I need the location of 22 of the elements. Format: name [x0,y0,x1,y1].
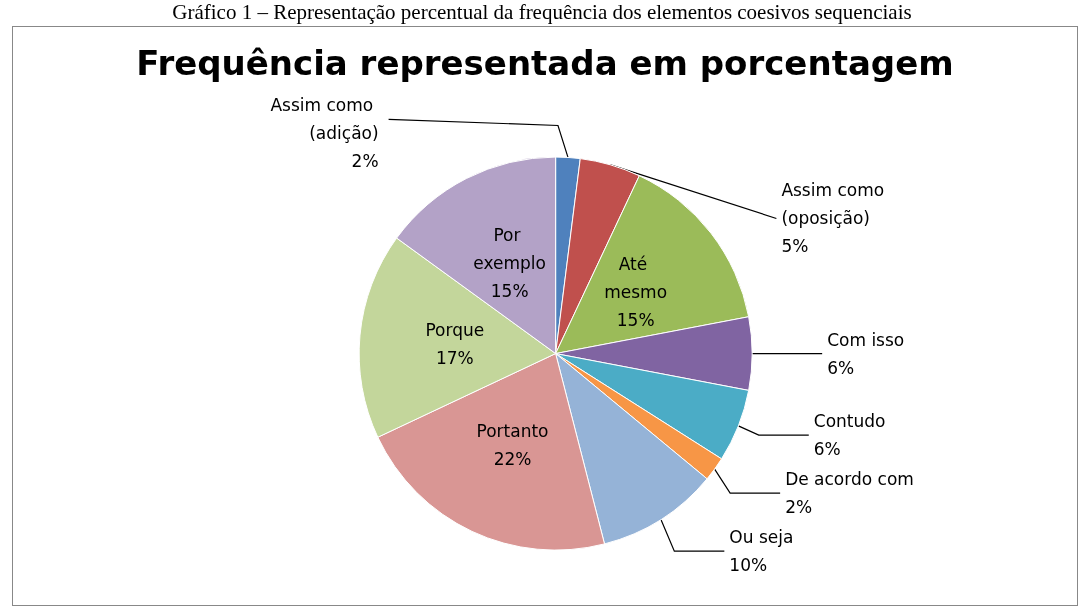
chart-title: Frequência representada em porcentagem [136,43,954,83]
slice-label: Contudo [813,411,886,432]
slice-label: De acordo com [785,469,914,490]
slice-label: Assim como (oposição) [781,180,890,229]
data-label: 2% [351,151,379,172]
data-label: 22% [493,449,532,470]
data-label: 6% [813,439,841,460]
slice-label: Portanto [476,421,549,442]
slice-label: Ou seja [729,527,794,548]
data-label: 15% [490,281,529,302]
data-label: 17% [435,348,474,369]
slice-label: Com isso [827,329,905,350]
slice-label: Até mesmo [604,253,668,302]
data-label: 2% [785,497,813,518]
data-label: 15% [616,309,655,330]
data-label: 5% [781,236,809,257]
text: Gráfico 1 – Representação percentual da frequência dos elementos coesivos sequenciais [171,0,913,24]
slice-label: Porque [425,320,485,341]
slice-label: Por exemplo [473,225,546,274]
data-label: 10% [729,555,768,576]
data-label: 6% [827,357,855,378]
slice-label: Assim como (adição) [270,95,379,144]
